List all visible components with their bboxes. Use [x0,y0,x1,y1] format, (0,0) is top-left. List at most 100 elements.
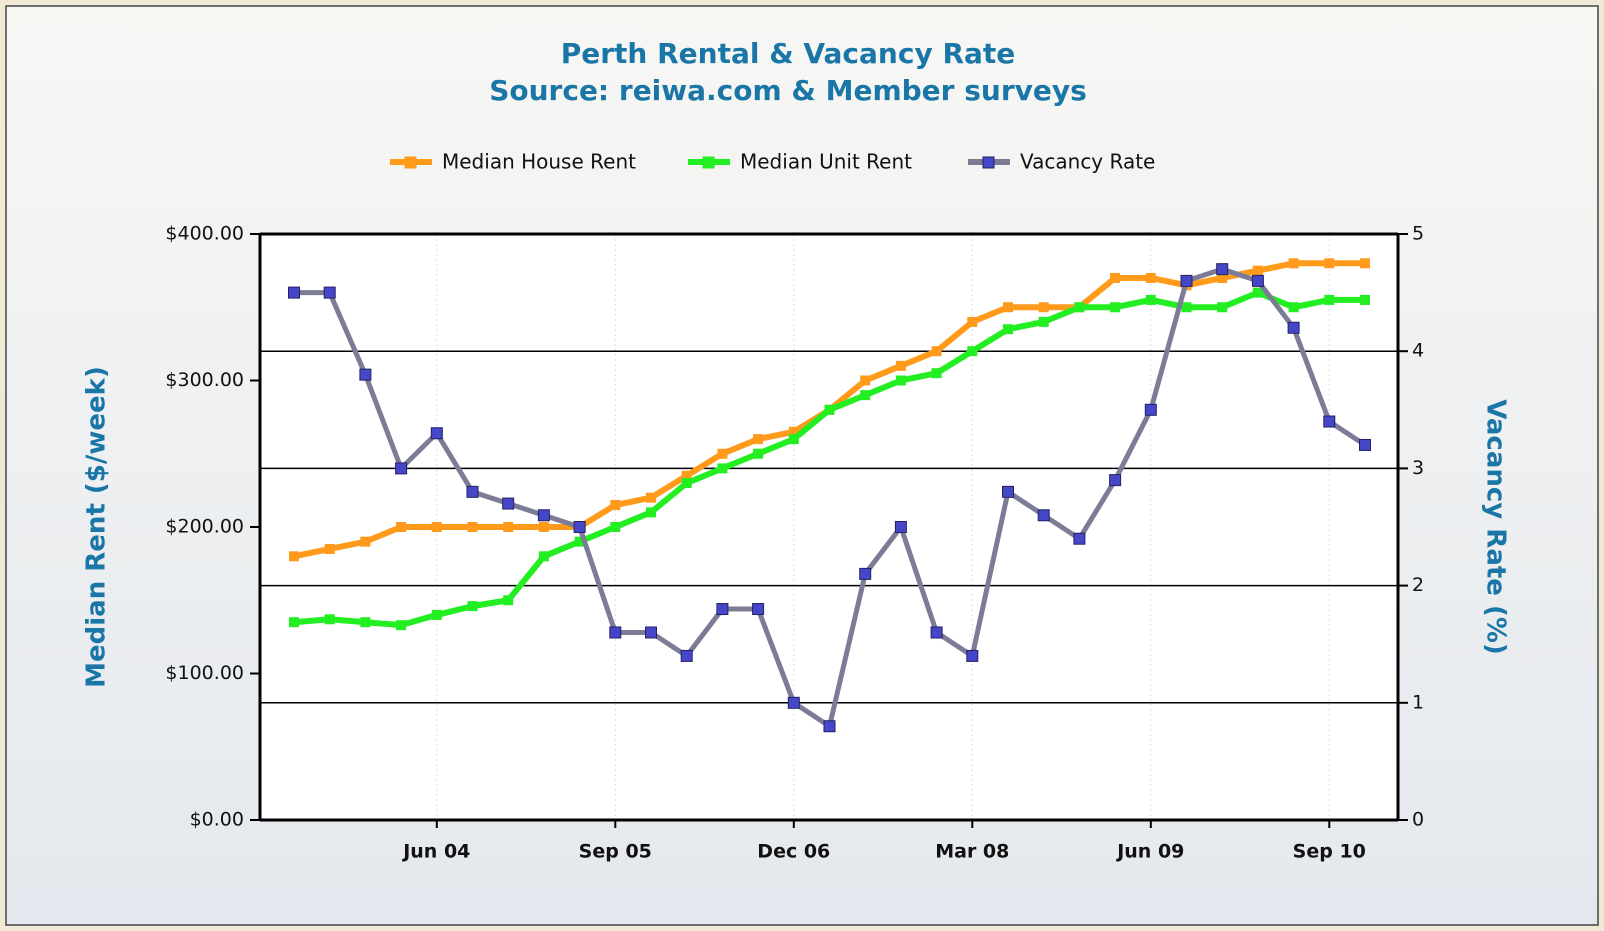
series-marker [395,462,408,475]
series-marker [324,543,335,554]
legend-marker [982,156,995,169]
series-marker [1323,415,1336,428]
series-marker [1359,438,1371,451]
y2-tick-label: 4 [1412,340,1424,362]
series-marker [645,626,657,639]
series-marker [895,360,906,371]
series-marker [1109,474,1122,487]
x-tick-label: Jun 04 [401,841,470,863]
series-marker [1003,302,1013,313]
series-marker [431,609,442,620]
series-marker [1003,324,1013,335]
series-marker [967,346,978,357]
series-marker [289,617,299,628]
series-marker [787,696,800,709]
series-marker [360,536,371,547]
series-marker [1252,287,1263,298]
series-marker [609,626,622,639]
series-marker [931,368,942,379]
legend-label: Median Unit Rent [740,150,912,174]
series-marker [396,620,407,631]
y-tick-label: $0.00 [190,809,244,831]
series-marker [1002,485,1014,498]
series-marker [681,478,692,489]
series-marker [1110,272,1121,283]
series-marker [360,617,371,628]
series-marker [502,497,515,510]
series-marker [788,434,799,445]
series-marker [1145,272,1156,283]
y-tick-label: $100.00 [165,662,244,684]
y2-tick-label: 0 [1412,809,1424,831]
series-marker [646,507,656,518]
series-marker [894,521,907,533]
x-tick-label: Sep 05 [579,841,652,863]
y2-tick-label: 1 [1412,691,1424,713]
series-marker [396,522,407,532]
series-marker [966,649,979,662]
series-marker [288,286,300,299]
series-marker [467,601,478,612]
series-marker [537,509,550,522]
y-tick-label: $200.00 [165,516,244,538]
y-tick-label: $300.00 [165,369,244,391]
series-marker [824,404,835,415]
y-tick-label: $400.00 [165,223,244,245]
series-marker [1217,302,1228,313]
series-marker [1252,265,1263,276]
series-marker [573,521,586,533]
x-tick-label: Jun 09 [1115,841,1184,863]
series-marker [1145,294,1156,305]
series-marker [610,500,621,511]
y2-tick-label: 3 [1412,457,1424,479]
series-marker [716,603,729,616]
legend-label: Vacancy Rate [1020,150,1155,174]
legend-marker [404,156,417,169]
series-marker [1038,316,1049,327]
legend-marker [702,156,715,169]
chart-subtitle: Source: reiwa.com & Member surveys [489,74,1087,107]
series-marker [1180,274,1193,287]
y2-tick-label: 5 [1412,223,1424,245]
series-marker [717,448,728,459]
series-marker [1360,294,1370,305]
series-marker [466,485,479,498]
series-marker [503,522,514,532]
y2-tick-label: 2 [1412,574,1424,596]
series-marker [1288,302,1299,313]
series-marker [753,448,764,459]
series-marker [431,522,442,532]
series-marker [895,375,906,386]
series-marker [752,603,765,616]
series-marker [1110,302,1121,313]
series-marker [1324,294,1335,305]
legend-label: Median House Rent [442,150,636,174]
y-axis-title: Median Rent ($/week) [82,366,112,688]
series-marker [1288,258,1299,269]
series-marker [324,614,335,625]
series-marker [503,595,514,606]
series-marker [359,368,372,381]
series-marker [289,551,299,562]
series-marker [1360,258,1370,269]
series-marker [930,626,943,639]
y2-axis-title: Vacancy Rate (%) [1481,399,1511,655]
series-marker [859,567,872,580]
series-marker [931,346,942,357]
series-marker [1324,258,1335,269]
series-marker [860,390,871,401]
series-marker [753,434,764,445]
series-marker [323,286,336,299]
series-marker [967,316,978,327]
series-marker [646,492,656,503]
series-marker [1073,532,1086,545]
series-marker [823,720,836,733]
series-marker [1287,321,1300,334]
series-marker [680,649,693,662]
series-marker [610,522,621,532]
series-marker [1181,302,1192,313]
series-marker [538,522,549,532]
series-marker [1037,509,1050,522]
